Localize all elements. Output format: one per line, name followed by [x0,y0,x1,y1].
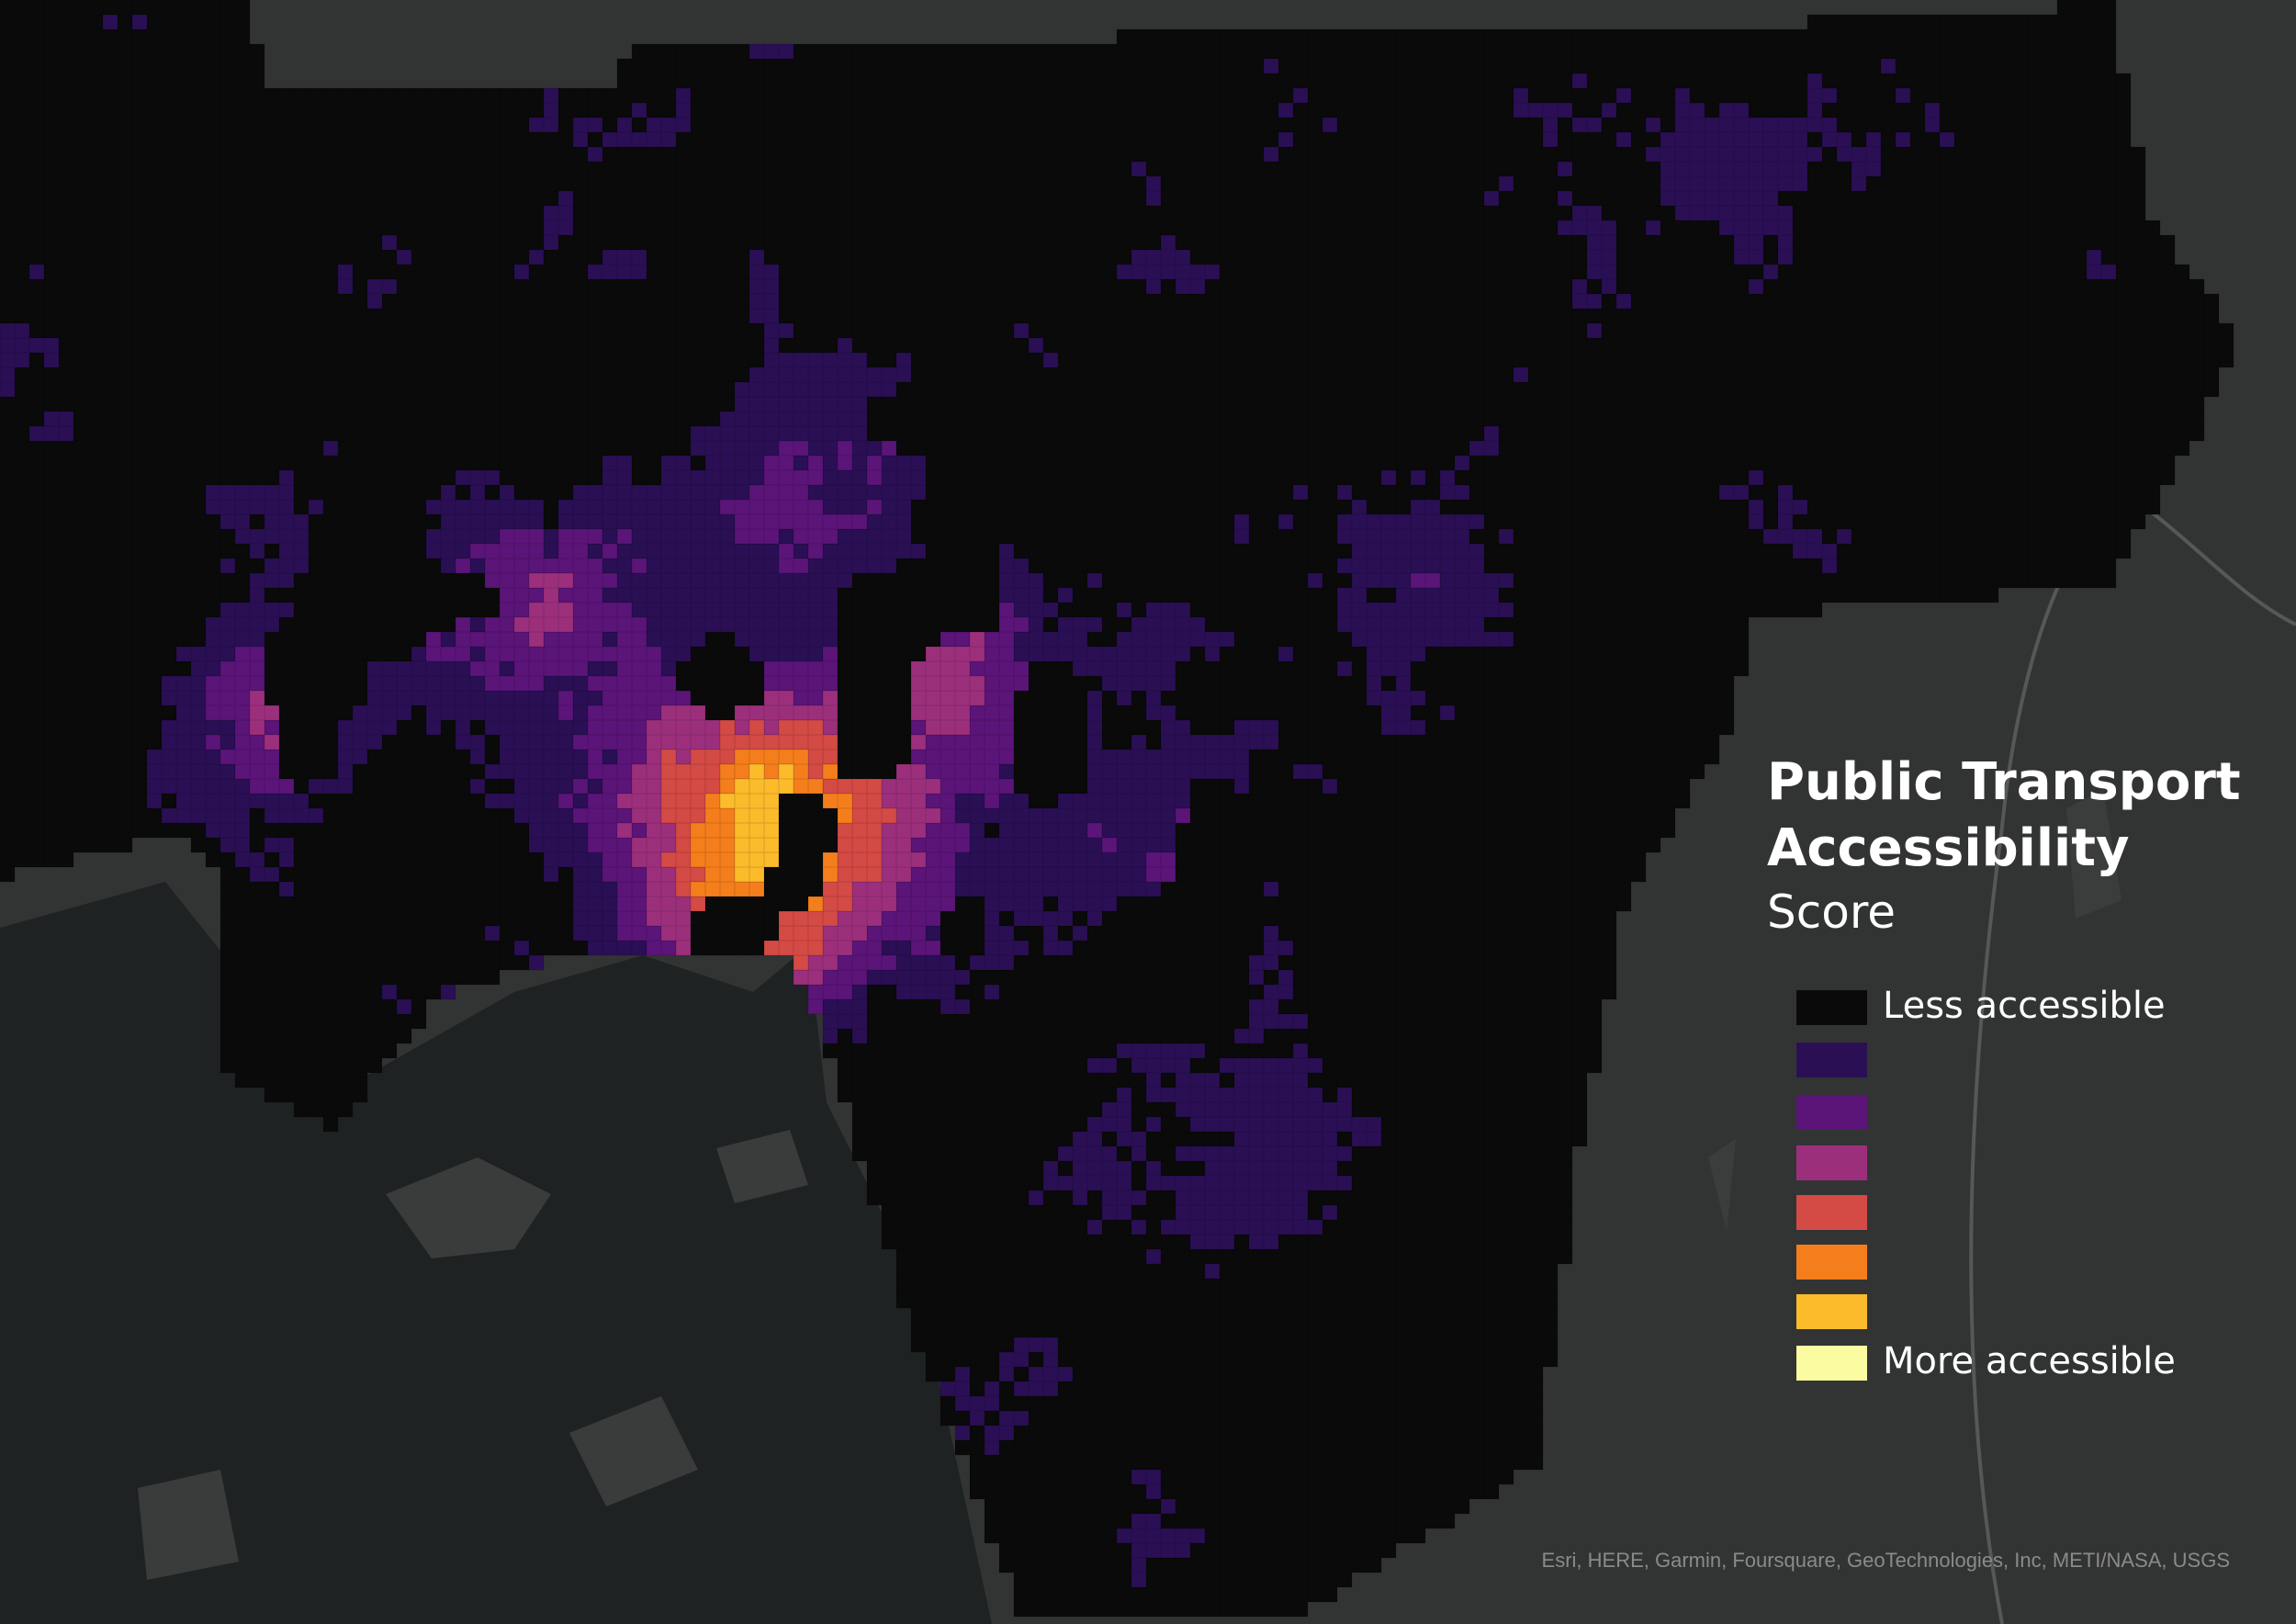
title-line: Accessibility [1767,818,2130,878]
legend-label: Less accessible [1883,985,2166,1027]
legend-swatch [1796,1294,1867,1329]
legend-swatch [1796,1195,1867,1230]
subtitle: Score [1767,885,1896,939]
legend-swatch [1796,1095,1867,1130]
legend-swatch [1796,990,1867,1025]
legend-swatch [1796,1145,1867,1180]
attribution: Esri, HERE, Garmin, Foursquare, GeoTechn… [1542,1549,2230,1572]
title-line: Public Transport [1767,752,2241,812]
legend: Less accessible More accessible [1796,985,2176,1382]
legend-swatch [1796,1245,1867,1280]
heat-grid [0,0,2234,1618]
legend-swatch [1796,1043,1867,1077]
road [1969,493,2296,1624]
island [138,1130,808,1580]
legend-label: More accessible [1883,1340,2176,1382]
heat-cells [719,763,794,883]
legend-swatch [1796,1346,1867,1381]
